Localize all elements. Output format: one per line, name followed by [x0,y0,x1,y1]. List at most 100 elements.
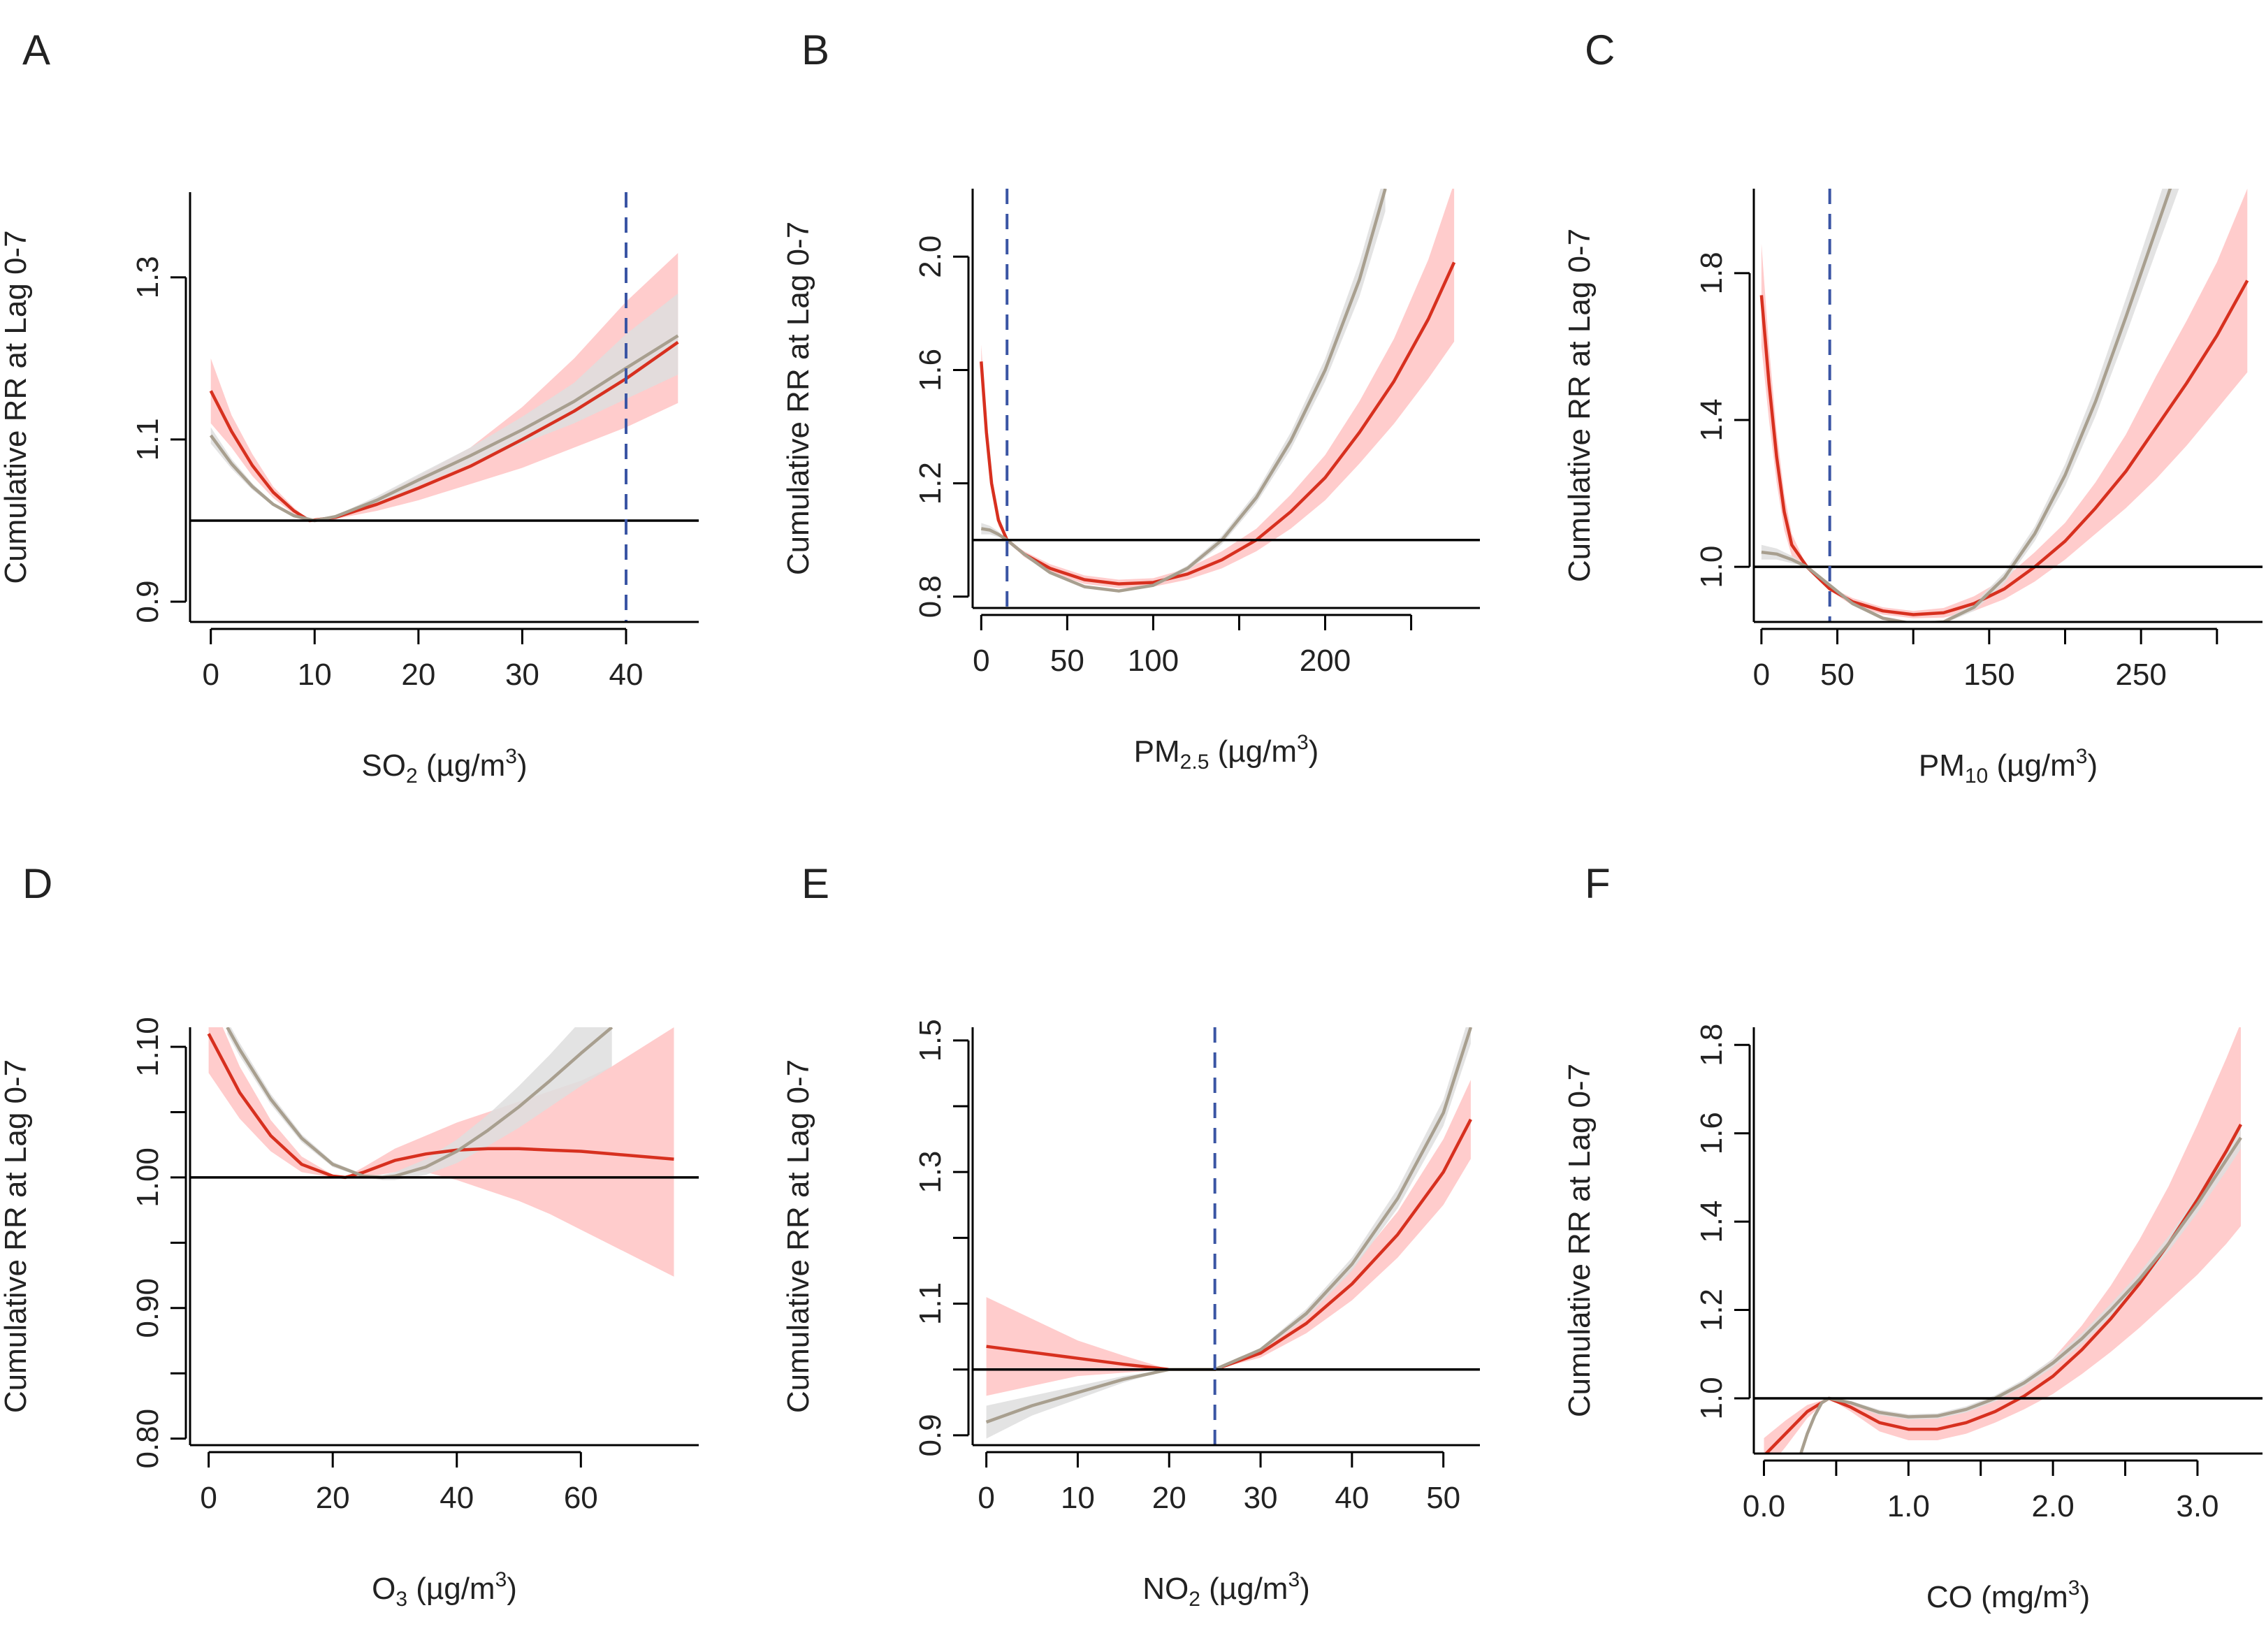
panel-a-letter: A [22,27,50,73]
panel-c-y-tick-label: 1.8 [1694,252,1729,294]
panel-f-y-tick-label: 1.6 [1694,1112,1729,1154]
panel-a-x-tick-label: 0 [202,658,219,692]
panel-b-y-tick-label: 1.2 [913,462,947,505]
panel-a-x-axis-title: SO2 (µg/m3) [361,745,527,788]
panel-a: A 0.9 1.1 1.3 0 10 20 30 40 Cumulative RR at Lag … [0,27,699,788]
panel-e-x-title-name: NO [1142,1572,1189,1606]
panel-b-x-tick-label: 200 [1300,644,1351,678]
panel-c-grey-line [1761,189,2172,622]
panel-e-x-title-close: ) [1300,1572,1310,1606]
panel-e-axes: 0.9 1.1 1.3 1.5 0 10 20 30 40 50 [913,1019,1480,1515]
panel-c-x-title-name: PM [1919,748,1965,783]
panel-a-x-title-unit: (µg/m [418,748,506,783]
panel-f-red-ci-band [1764,1027,2241,1454]
panel-c-x-tick-label: 150 [1963,658,2014,692]
panel-a-x-title-subscript: 2 [406,765,418,788]
panel-a-x-title-superscript: 3 [505,745,517,768]
panel-a-x-tick-label: 20 [401,658,435,692]
panel-b-red-ci-band [981,189,1455,588]
panel-a-grey-ci-band [210,294,678,521]
panel-b-x-tick-label: 50 [1050,644,1084,678]
panel-a-x-tick-label: 40 [609,658,644,692]
panel-b-grey-ci-band [981,189,1386,593]
panel-e-x-tick-label: 40 [1335,1481,1369,1515]
panel-d-x-title-superscript: 3 [495,1568,507,1591]
panel-f-x-axis-title: CO (mg/m3) [1926,1577,2090,1614]
panel-e-y-tick-label: 1.1 [913,1282,947,1325]
panel-d-x-title-subscript: 3 [395,1588,407,1611]
panel-d: D 0.80 0.90 1.00 1.10 0 20 40 60 Cumulative RR at… [0,860,699,1611]
panel-e-x-title-superscript: 3 [1288,1568,1300,1591]
panel-c-x-title-close: ) [2087,748,2098,783]
panel-e-x-tick-label: 50 [1426,1481,1460,1515]
panel-c-x-title-subscript: 10 [1965,765,1988,788]
panel-b-x-axis-title: PM2.5 (µg/m3) [1134,731,1319,774]
panel-e-y-axis-title: Cumulative RR at Lag 0-7 [781,1059,815,1413]
panel-b-y-tick-label: 0.8 [913,575,947,618]
panel-f-y-axis-title: Cumulative RR at Lag 0-7 [1562,1064,1597,1417]
panel-c-red-line [1759,280,2249,616]
panel-d-x-title-close: ) [507,1572,517,1606]
panel-d-letter: D [22,860,52,907]
panel-d-x-title-name: O [372,1572,395,1606]
panel-a-y-tick-label: 0.9 [131,580,165,623]
panel-d-axes: 0.80 0.90 1.00 1.10 0 20 40 60 [131,1017,699,1515]
panel-a-red-line [209,340,679,523]
panel-f-x-tick-label: 3.0 [2176,1489,2218,1523]
panel-a-plot-area [209,253,679,523]
panel-e-x-tick-label: 30 [1244,1481,1278,1515]
panel-d-y-tick-label: 1.00 [131,1147,165,1208]
panel-e-y-tick-label: 1.3 [913,1151,947,1194]
panel-b-x-title-superscript: 3 [1297,731,1309,754]
panel-d-x-title-unit: (µg/m [407,1572,495,1606]
panel-b-red-line [980,261,1456,586]
panel-f-y-tick-label: 1.8 [1694,1024,1729,1066]
panel-c-letter: C [1585,27,1615,73]
panel-d-y-tick-label: 1.10 [131,1017,165,1077]
panel-d-y-tick-label: 0.80 [131,1409,165,1469]
panel-b-x-title-subscript: 2.5 [1180,751,1210,774]
panel-c-x-title-unit: (µg/m [1988,748,2076,783]
panel-c-grey-ci-band [1761,189,2179,622]
panel-c-y-axis-title: Cumulative RR at Lag 0-7 [1562,229,1597,582]
panel-b-x-title-name: PM [1134,734,1180,769]
panel-f: F 1.0 1.2 1.4 1.6 1.8 0.0 1.0 2.0 3.0 Cumulative R… [1562,860,2263,1614]
panel-a-y-tick-label: 1.1 [131,418,165,461]
panel-d-y-tick-label: 0.90 [131,1278,165,1338]
panel-a-grey-line [209,334,679,523]
panel-e-red-ci-band [986,1080,1471,1396]
panel-b-y-tick-label: 2.0 [913,236,947,278]
panel-c-x-axis-title: PM10 (µg/m3) [1919,745,2098,788]
panel-f-y-tick-label: 1.2 [1694,1289,1729,1331]
panel-a-x-title-close: ) [517,748,528,783]
panel-d-grey-ci-band [227,1027,612,1180]
panel-f-axes: 1.0 1.2 1.4 1.6 1.8 0.0 1.0 2.0 3.0 [1694,1024,2263,1523]
panel-d-x-tick-label: 60 [564,1481,598,1515]
panel-e-grey-line [985,1027,1473,1424]
panel-f-y-tick-label: 1.4 [1694,1201,1729,1243]
panel-b-axes: 0.8 1.2 1.6 2.0 0 50 100 200 [913,189,1480,678]
panel-f-x-title-name: CO [1926,1580,1973,1614]
panel-f-x-title-superscript: 3 [2068,1577,2080,1600]
panel-f-plot-area [1764,1027,2242,1454]
panel-c-x-tick-label: 50 [1820,658,1854,692]
panel-c-x-title-superscript: 3 [2076,745,2088,768]
panel-b-x-tick-label: 0 [973,644,989,678]
panel-a-x-tick-label: 30 [505,658,539,692]
panel-c-red-ci-band [1761,189,2248,618]
panel-b-letter: B [801,27,829,73]
panel-e-x-tick-label: 20 [1152,1481,1186,1515]
panel-a-y-axis-title: Cumulative RR at Lag 0-7 [0,230,33,584]
panel-c-axes: 1.0 1.4 1.8 0 50 150 250 [1694,189,2263,692]
panel-c-plot-area [1759,189,2249,622]
panel-c: C 1.0 1.4 1.8 0 50 150 250 Cumulative RR at Lag … [1562,27,2263,788]
panel-d-plot-area [207,1027,674,1277]
panel-e: E 0.9 1.1 1.3 1.5 0 10 20 30 40 50 Cumulative RR at… [781,860,1480,1611]
panel-e-letter: E [801,860,829,907]
panel-d-red-line [207,1033,674,1180]
panel-d-x-tick-label: 40 [440,1481,474,1515]
panel-c-y-tick-label: 1.4 [1694,398,1729,441]
panel-f-grey-line [1799,1136,2242,1454]
panel-f-y-tick-label: 1.0 [1694,1377,1729,1419]
panel-c-y-tick-label: 1.0 [1694,546,1729,588]
